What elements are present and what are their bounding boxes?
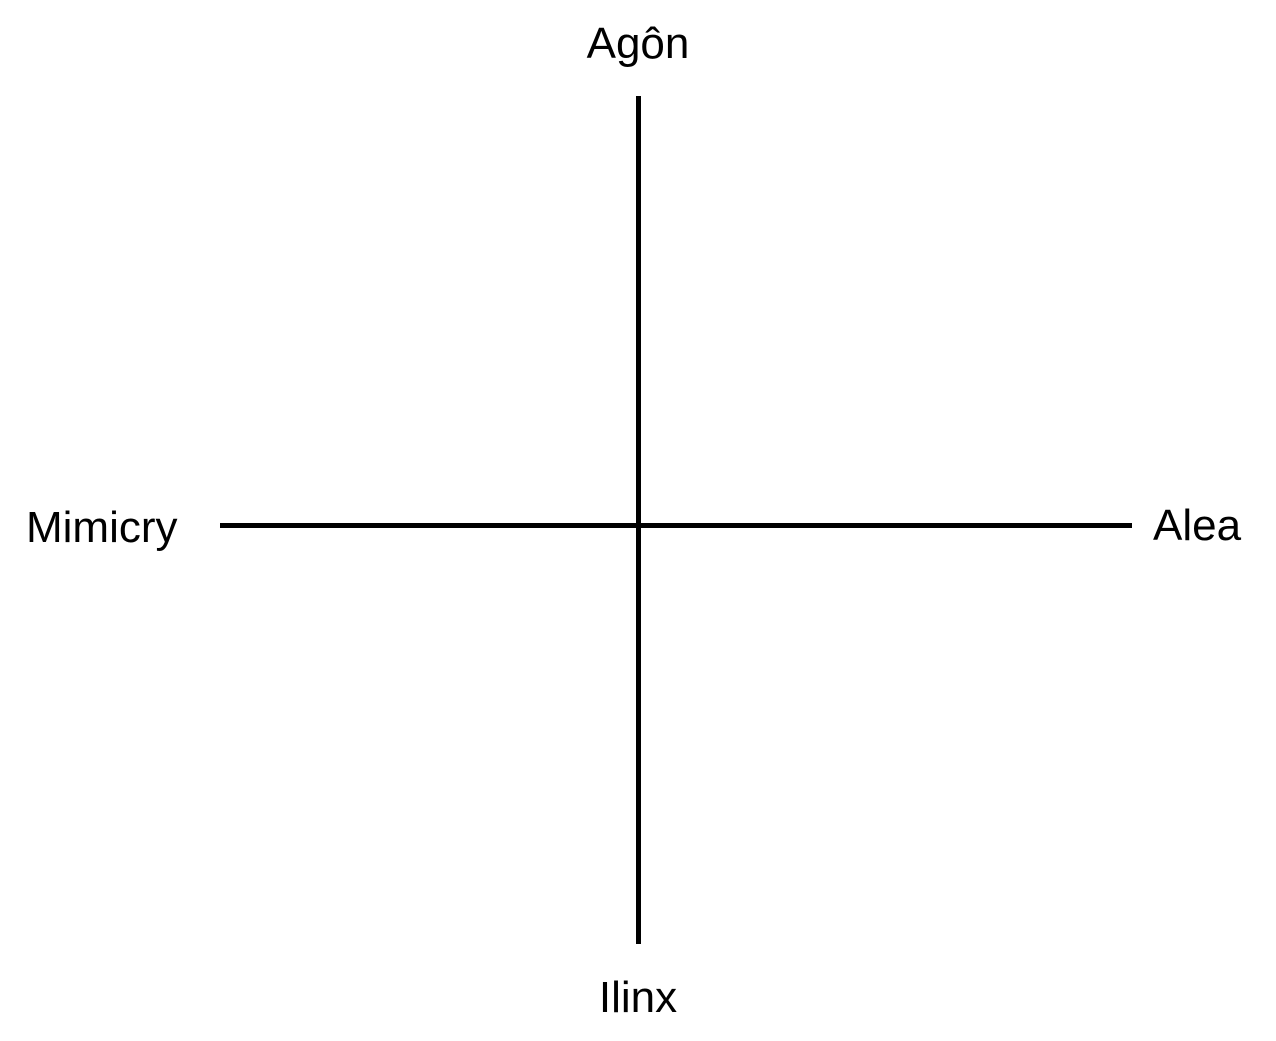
pole-label-right: Alea bbox=[1153, 501, 1242, 550]
pole-label-left: Mimicry bbox=[26, 503, 178, 552]
pole-label-bottom: Ilinx bbox=[598, 973, 678, 1022]
vertical-axis-line bbox=[636, 96, 641, 944]
horizontal-axis-line bbox=[220, 523, 1132, 528]
pole-label-top: Agôn bbox=[586, 19, 690, 68]
